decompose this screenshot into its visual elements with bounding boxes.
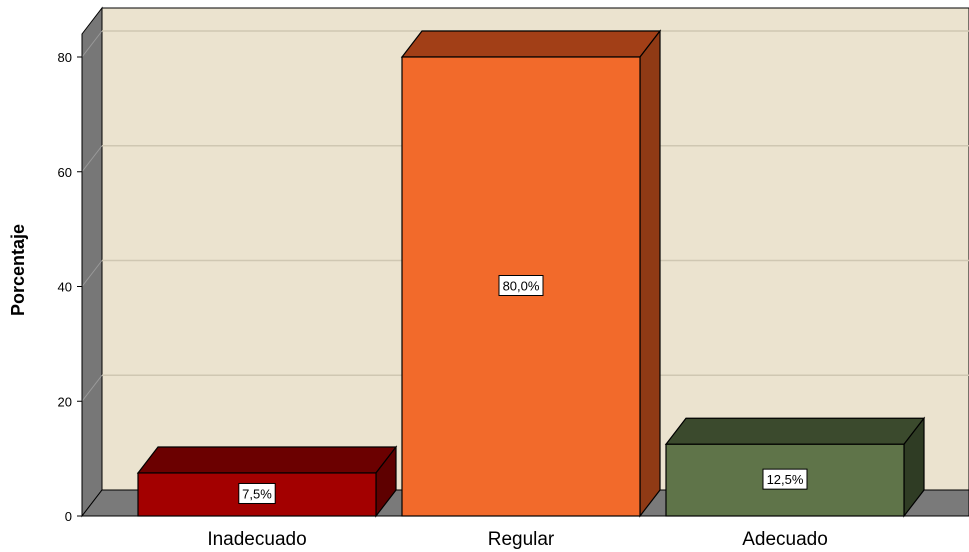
- data-label: 12,5%: [767, 472, 804, 487]
- data-label-box: [762, 468, 808, 490]
- bar-top-face: [136, 446, 398, 474]
- gridline-side: [81, 30, 103, 58]
- x-tick-label: Regular: [488, 529, 555, 550]
- bar-regular: 80,0%: [400, 29, 662, 518]
- y-axis: 0 20 40 60 80: [58, 34, 83, 524]
- data-label: 80,0%: [503, 279, 540, 294]
- plot-side-wall: [81, 6, 103, 518]
- y-axis-title: Porcentaje: [8, 224, 28, 316]
- x-tick-label: Inadecuado: [207, 529, 306, 550]
- gridline-side: [81, 145, 103, 173]
- y-tick-label: 80: [58, 50, 72, 65]
- bar-inadecuado: 7,5%: [136, 445, 398, 518]
- y-tick-label: 0: [65, 509, 72, 524]
- y-tick-label: 20: [58, 394, 72, 409]
- y-tick-label: 60: [58, 165, 72, 180]
- x-axis: Inadecuado Regular Adecuado: [207, 529, 827, 550]
- x-tick-label: Adecuado: [742, 529, 828, 550]
- y-tick-label: 40: [58, 280, 72, 295]
- data-label-box: [498, 275, 544, 296]
- gridline-side: [81, 260, 103, 287]
- data-label: 7,5%: [242, 486, 272, 501]
- data-label-box: [238, 482, 276, 504]
- bar-top-face: [664, 417, 926, 445]
- bar-adecuado: 12,5%: [664, 416, 926, 518]
- bars: 7,5% 80,0% 12,5%: [136, 29, 926, 518]
- gridline-side: [81, 374, 103, 402]
- bar-side-face: [639, 29, 661, 518]
- bar-top-face: [400, 30, 662, 58]
